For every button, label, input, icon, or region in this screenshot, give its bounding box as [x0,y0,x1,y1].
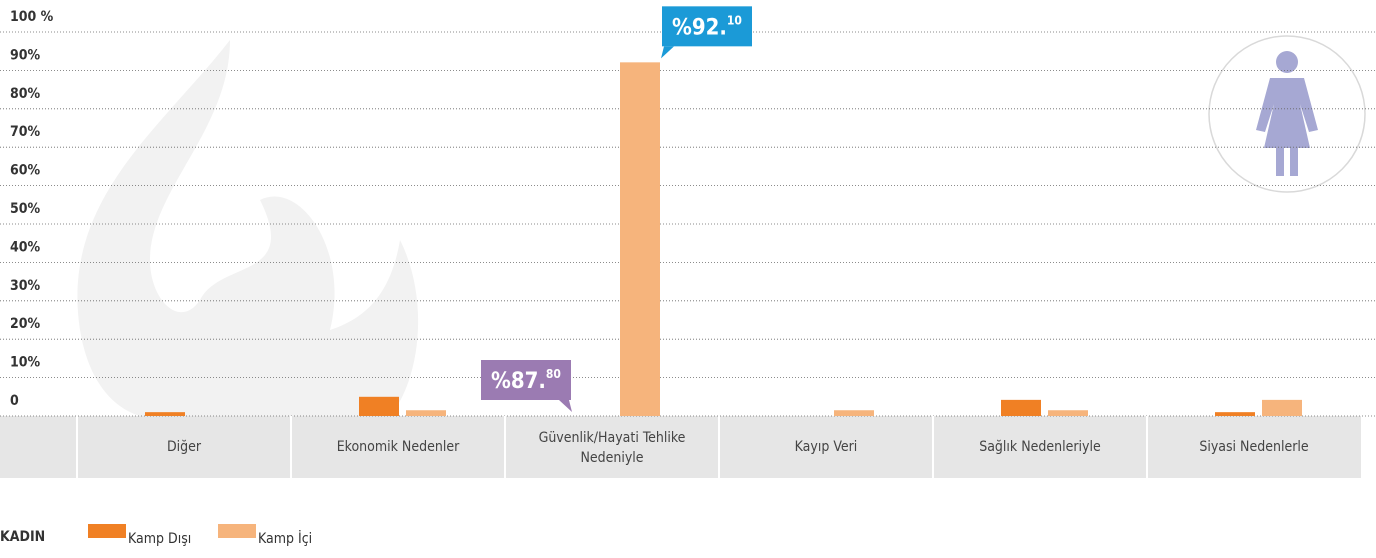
bar [359,397,399,416]
x-tick-label: Ekonomik Nedenler [337,439,460,455]
bar [1001,400,1041,416]
legend-swatch [88,524,126,538]
y-tick-label: 70% [10,124,41,140]
bar [406,410,446,416]
x-tick-label: Sağlık Nedenleriyle [979,439,1101,455]
y-tick-label: 10% [10,355,41,371]
bar [145,412,185,416]
y-tick-label: 20% [10,316,41,332]
category-table [0,416,1361,478]
y-tick-label: 90% [10,47,41,63]
bar [1215,412,1255,416]
x-tick-label: Siyasi Nedenlerle [1199,439,1309,455]
flame-watermark [77,40,418,416]
value-label-tail [559,400,572,412]
y-tick-label: 80% [10,86,41,102]
y-tick-label: 30% [10,278,41,294]
y-tick-label: 60% [10,163,41,179]
x-tick-label: Diğer [167,439,202,455]
y-tick-label: 50% [10,201,41,217]
woman-icon [1209,36,1365,192]
bar [1048,410,1088,416]
legend-label: Kamp Dışı [128,531,191,547]
bar [1262,400,1302,416]
legend-title: KADIN [0,529,45,545]
legend-label: Kamp İçi [258,529,312,547]
legend-swatch [218,524,256,538]
bar [834,410,874,416]
bar [620,62,660,416]
y-tick-label: 0 [10,393,19,409]
y-tick-label: 40% [10,239,41,255]
x-tick-label: Kayıp Veri [795,439,858,455]
chart: KADIN 0 10% 20% 30% 40% 50% 60% 70% 80% 90% 100 % D… [0,0,1376,558]
value-label-tail [661,46,674,58]
y-tick-label: 100 % [10,9,54,25]
